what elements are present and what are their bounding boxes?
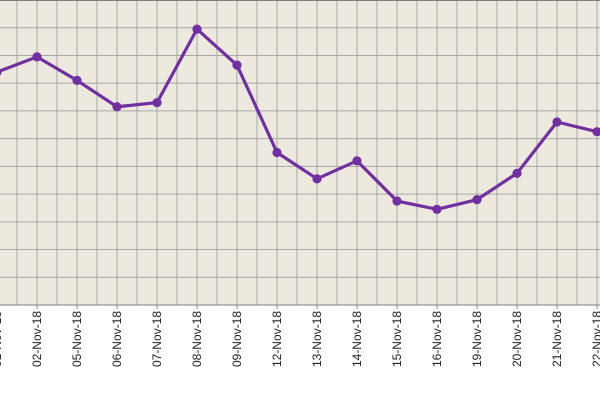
data-point (512, 168, 522, 178)
x-tick-label: 14-Nov-18 (350, 311, 364, 367)
data-point (392, 196, 402, 206)
x-tick-label: 02-Nov-18 (30, 311, 44, 367)
chart-frame (0, 0, 600, 306)
data-point (352, 156, 362, 166)
data-point (32, 52, 42, 62)
x-tick-label: 21-Nov-18 (550, 311, 564, 367)
data-point (152, 97, 162, 108)
x-tick-label: 08-Nov-18 (190, 311, 204, 367)
data-point (0, 68, 2, 76)
data-point (552, 117, 562, 127)
data-point (112, 102, 122, 112)
series-line (0, 27, 599, 211)
x-tick-label: 06-Nov-18 (110, 311, 124, 367)
series-layer (0, 24, 600, 214)
x-tick-label: 15-Nov-18 (390, 311, 404, 367)
data-point (312, 174, 322, 184)
data-point (232, 60, 242, 70)
data-point (192, 24, 202, 34)
x-tick-label: 09-Nov-18 (230, 311, 244, 367)
x-tick-label: 12-Nov-18 (270, 311, 284, 367)
data-point (432, 204, 442, 214)
x-axis-tick-labels: 01-Nov-18 02-Nov-18 05-Nov-18 06-Nov-18 07-N… (0, 305, 600, 367)
plot-area (0, 0, 600, 305)
x-tick-label: 01-Nov-18 (0, 311, 4, 367)
data-point (72, 75, 82, 86)
data-point (272, 147, 282, 158)
x-tick-label: 07-Nov-18 (150, 311, 164, 367)
data-point (592, 127, 600, 137)
x-tick-label: 19-Nov-18 (470, 311, 484, 367)
x-tick-label: 05-Nov-18 (70, 311, 84, 367)
x-tick-label: 20-Nov-18 (510, 311, 524, 367)
x-tick-label: 13-Nov-18 (310, 311, 324, 367)
x-tick-label: 22-Nov-18 (590, 311, 600, 367)
data-point (472, 195, 482, 205)
x-tick-label: 16-Nov-18 (430, 311, 444, 367)
